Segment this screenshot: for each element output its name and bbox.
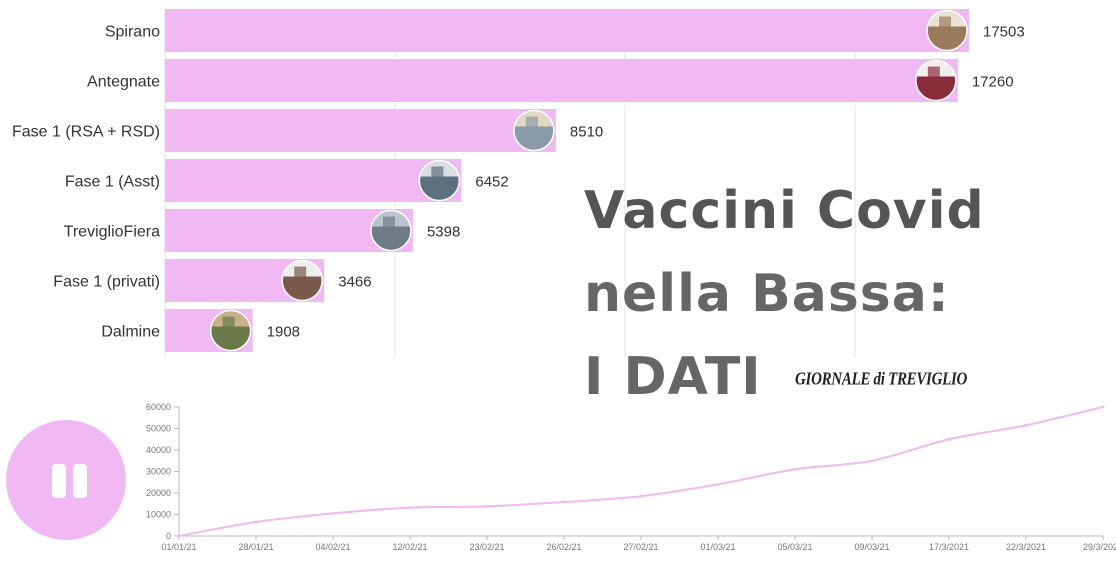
bar-label: Fase 1 (privati) <box>53 274 160 291</box>
bar-value: 17260 <box>972 74 1014 91</box>
bar-label: Fase 1 (Asst) <box>65 174 160 191</box>
data-point-9 <box>870 459 874 463</box>
bar-photo <box>370 210 411 251</box>
data-point-5 <box>562 500 566 504</box>
data-point-3 <box>408 506 412 510</box>
bar-value: 17503 <box>983 24 1025 41</box>
bar-value: 6452 <box>475 174 508 191</box>
y-tick-label: 30000 <box>146 467 171 477</box>
data-point-6 <box>639 494 643 498</box>
headline-line-2: nella Bassa: <box>584 264 950 324</box>
bar-label: Spirano <box>105 24 160 41</box>
y-tick-label: 40000 <box>146 445 171 455</box>
data-point-4 <box>485 504 489 508</box>
x-tick-label: 29/3/2021 <box>1083 542 1116 552</box>
data-point-0 <box>177 534 181 538</box>
bar-label: Antegnate <box>87 74 160 91</box>
x-tick-label: 22/3/2021 <box>1006 542 1046 552</box>
y-tick-label: 60000 <box>146 402 171 412</box>
bar-value: 1908 <box>267 324 300 341</box>
bar-label: Fase 1 (RSA + RSD) <box>12 124 160 141</box>
x-tick-label: 12/02/21 <box>392 542 427 552</box>
bar-group-3: Fase 1 (Asst) 6452 <box>65 159 509 202</box>
data-point-11 <box>1024 423 1028 427</box>
series-line <box>178 406 1104 537</box>
y-tick-label: 20000 <box>146 488 171 498</box>
x-tick-label: 09/03/21 <box>854 542 889 552</box>
bar <box>165 59 958 102</box>
y-tick-label: 50000 <box>146 424 171 434</box>
headline-line-1: Vaccini Covid <box>584 181 985 241</box>
bar-group-1: Antegnate 17260 <box>87 59 1014 102</box>
bar-value: 5398 <box>427 224 460 241</box>
pause-button[interactable] <box>6 420 126 540</box>
data-point-12 <box>1101 405 1105 409</box>
data-point-7 <box>716 482 720 486</box>
x-tick-label: 27/02/21 <box>623 542 658 552</box>
bar-label: TreviglioFiera <box>64 224 160 241</box>
bar <box>165 159 462 202</box>
bar-value: 3466 <box>338 274 371 291</box>
bar <box>165 9 969 52</box>
y-tick-label: 0 <box>166 531 171 541</box>
x-tick-label: 05/03/21 <box>777 542 812 552</box>
x-tick-label: 28/01/21 <box>238 542 273 552</box>
headline-line-3: I DATI <box>584 347 762 407</box>
y-tick-label: 10000 <box>146 510 171 520</box>
bar-chart: Spirano 17503 Antegnate 17260 Fase 1 (RSA + … <box>12 8 1025 357</box>
data-point-2 <box>331 511 335 515</box>
bar-label: Dalmine <box>101 324 160 341</box>
bar-group-0: Spirano 17503 <box>105 9 1025 52</box>
x-tick-label: 23/02/21 <box>469 542 504 552</box>
bar-photo <box>915 60 956 101</box>
x-tick-label: 17/3/2021 <box>929 542 969 552</box>
bar-group-5: Fase 1 (privati) 3466 <box>53 259 372 302</box>
giornale-di-treviglio-logo: GIORNALE di TREVIGLIO <box>795 370 968 390</box>
data-point-8 <box>793 467 797 471</box>
bar-group-6: Dalmine 1908 <box>101 309 300 352</box>
x-tick-label: 01/03/21 <box>700 542 735 552</box>
bar-value: 8510 <box>570 124 603 141</box>
x-tick-label: 26/02/21 <box>546 542 581 552</box>
headline: Vaccini Covid nella Bassa: I DATI <box>584 170 985 419</box>
bar-group-2: Fase 1 (RSA + RSD) 8510 <box>12 109 603 152</box>
bar <box>165 109 556 152</box>
bar-photo <box>282 260 323 301</box>
x-tick-label: 01/01/21 <box>161 542 196 552</box>
data-point-1 <box>254 520 258 524</box>
bar-group-4: TreviglioFiera 5398 <box>64 209 460 252</box>
data-point-10 <box>947 437 951 441</box>
line-chart: 0 10000 20000 30000 40000 50000 60000 01/01/21 2… <box>146 402 1116 552</box>
x-tick-label: 04/02/21 <box>315 542 350 552</box>
